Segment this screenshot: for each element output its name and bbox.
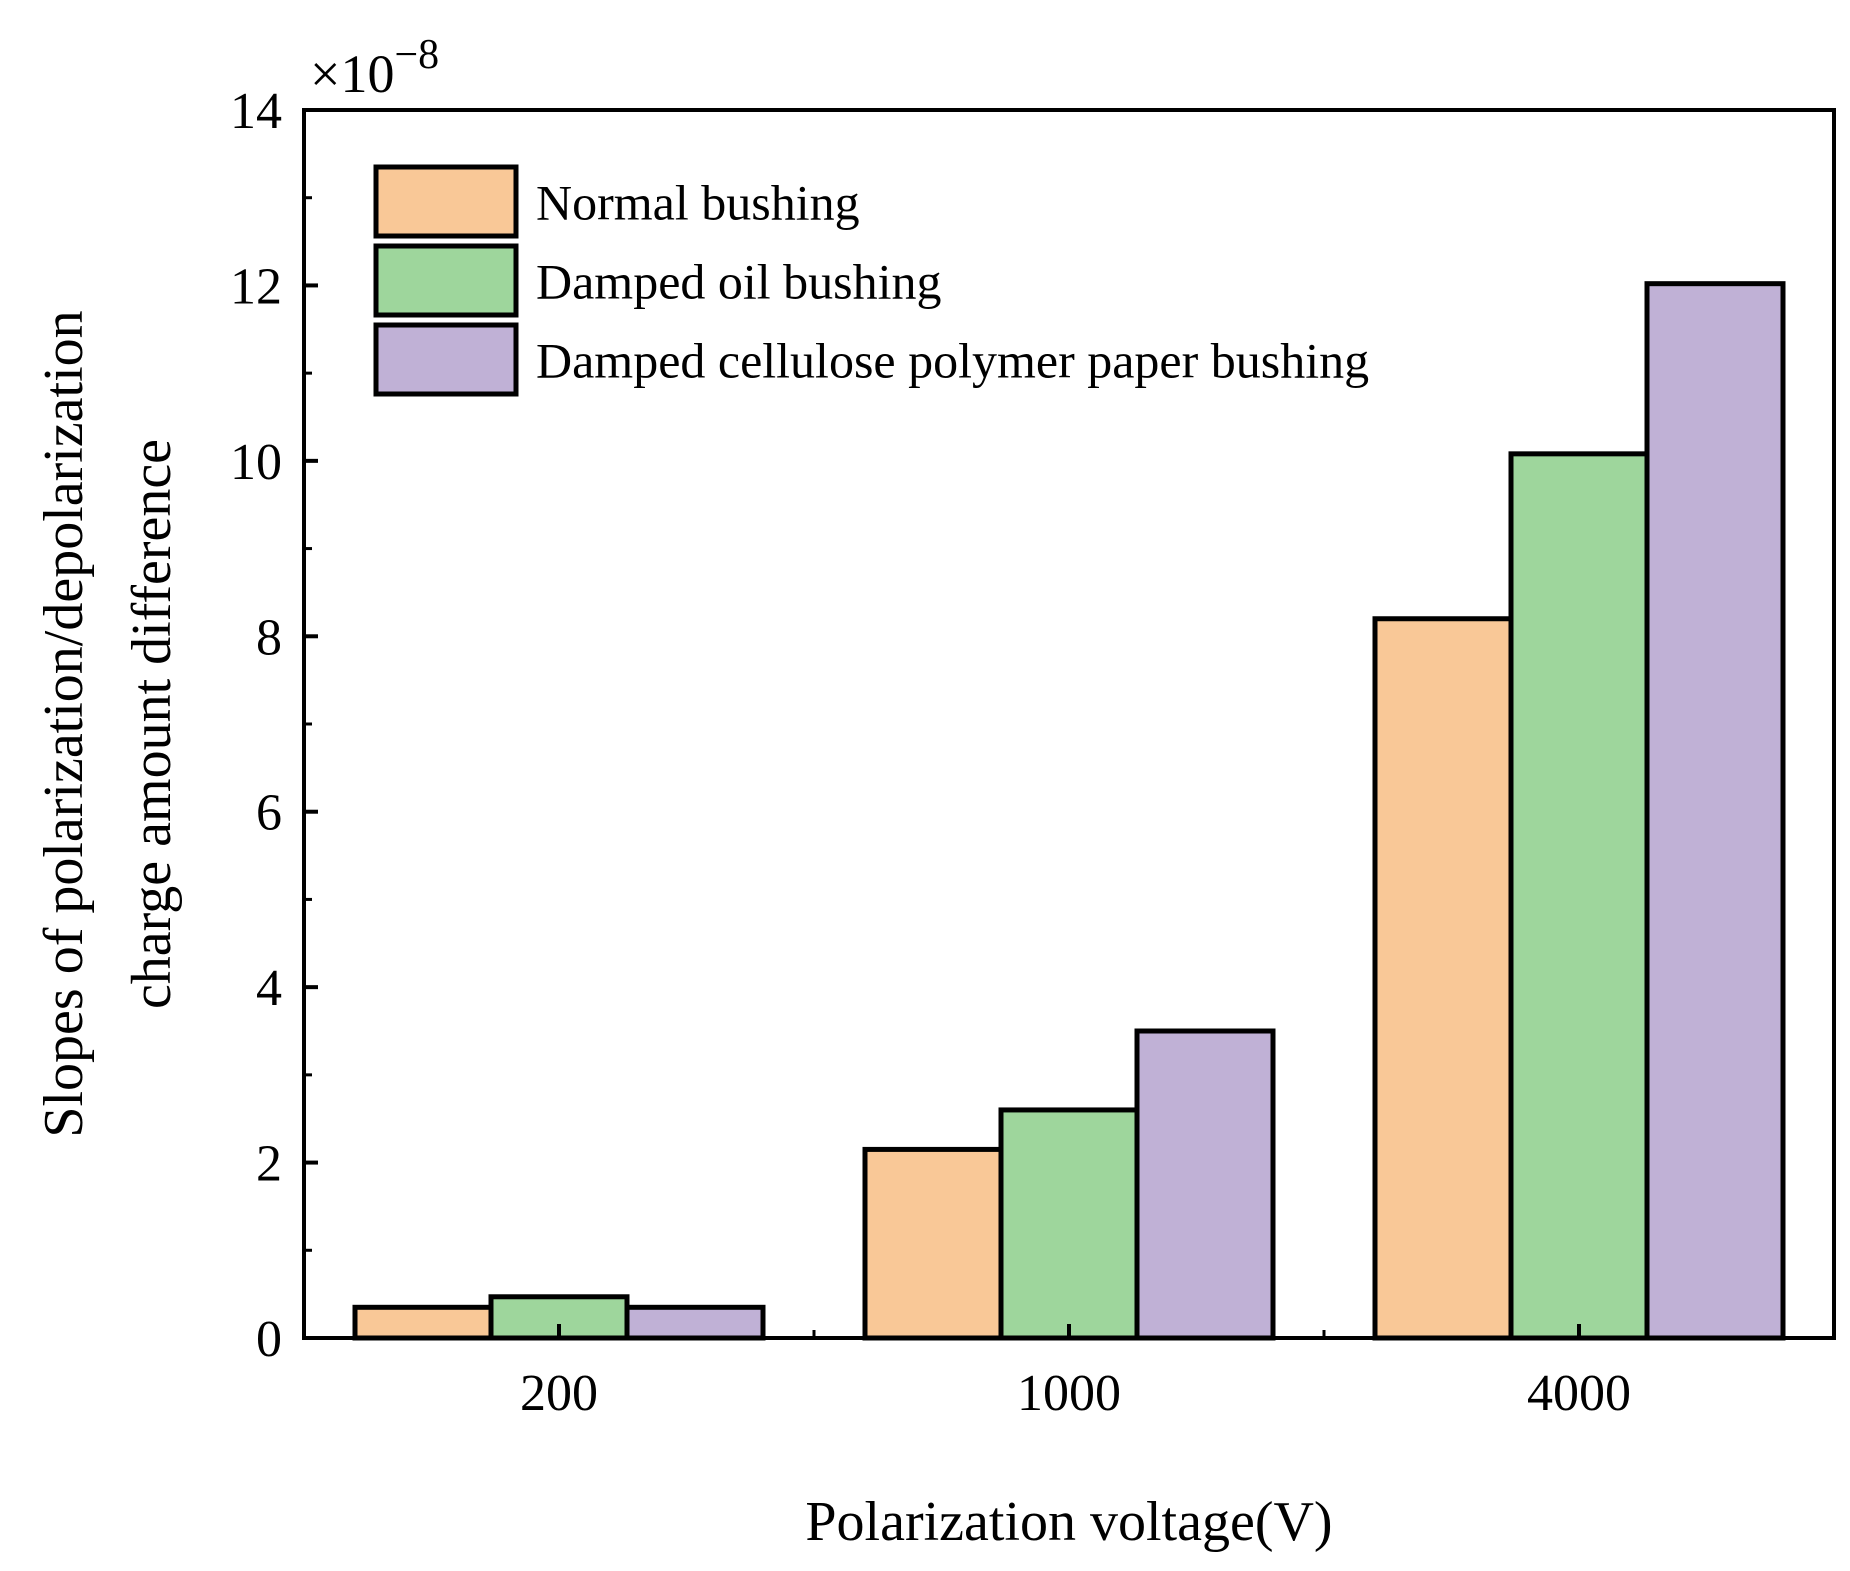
x-axis: 200 1000 4000 [520,1324,1631,1422]
bar-damped-oil-bushing-1000 [998,1107,1140,1341]
y-multiplier-base: ×10 [310,44,394,104]
x-axis-title: Polarization voltage(V) [805,1491,1332,1553]
y-multiplier-exponent: −8 [394,32,439,78]
bar-damped-cellulose-polymer-paper-bushing-1000 [1134,1028,1276,1341]
legend-label-1: Normal bushing [536,175,860,231]
x-tick-label: 4000 [1527,1365,1631,1422]
y-tick-label: 10 [230,434,282,491]
y-tick-label: 8 [256,609,282,666]
y-axis-title-line-2: charge amount difference [121,439,183,1009]
legend-swatch-3 [373,322,519,397]
y-tick-label: 6 [256,785,282,842]
legend-swatch-1 [373,164,519,239]
y-tick-label: 14 [230,83,282,140]
bar-damped-oil-bushing-4000 [1508,451,1650,1341]
bar-damped-cellulose-polymer-paper-bushing-200 [624,1304,766,1341]
legend-swatch-2 [373,243,519,318]
y-axis: 0 2 4 6 8 10 12 14 [230,83,318,1368]
y-tick-label: 4 [256,960,282,1017]
bar-normal-bushing-200 [352,1304,494,1341]
y-tick-label: 0 [256,1311,282,1368]
legend-label-3: Damped cellulose polymer paper bushing [536,333,1369,389]
x-tick-label: 200 [520,1365,598,1422]
y-axis-title-line-1: Slopes of polarization/depolarization [33,310,95,1137]
y-tick-label: 12 [230,258,282,315]
bars-group [352,281,1786,1341]
y-tick-label: 2 [256,1136,282,1193]
bar-normal-bushing-4000 [1372,616,1514,1341]
legend-label-2: Damped oil bushing [536,254,942,310]
y-multiplier: ×10−8 [310,32,439,104]
x-tick-label: 1000 [1017,1365,1121,1422]
bar-damped-cellulose-polymer-paper-bushing-4000 [1644,281,1786,1341]
legend: Normal bushing Damped oil bushing Damped c… [373,164,1369,397]
bar-normal-bushing-1000 [862,1146,1004,1341]
